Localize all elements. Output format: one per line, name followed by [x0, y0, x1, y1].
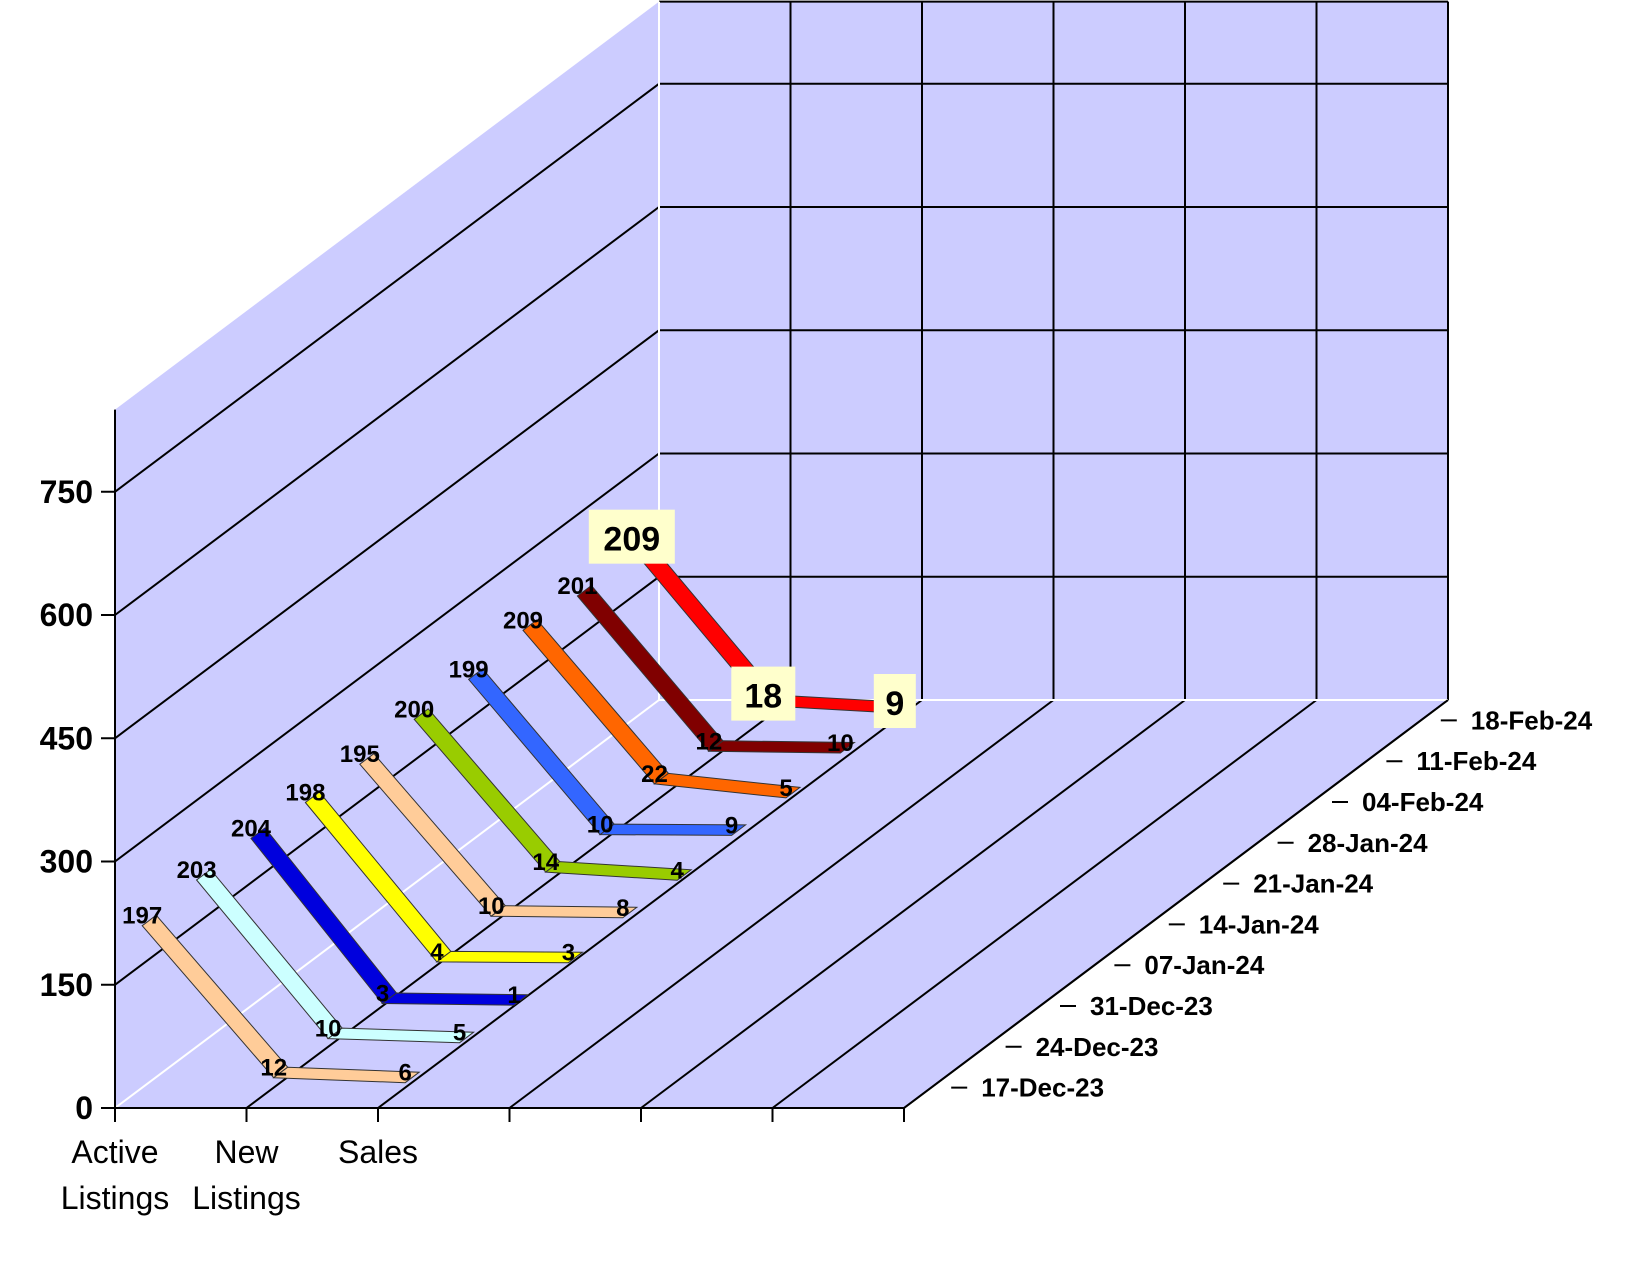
data-label: 199 [449, 656, 489, 683]
series-line-segment [435, 950, 584, 964]
chart-axes: 0 150 300 450 600 750 Active Listings New Listing… [40, 409, 1593, 1216]
z-tick-label: 21-Jan-24 [1253, 869, 1373, 899]
data-label: 12 [696, 728, 723, 755]
data-label: 203 [177, 857, 217, 884]
y-tick-label: 150 [40, 967, 93, 1003]
y-tick-label: 0 [75, 1090, 93, 1126]
series-line-segment [544, 861, 693, 881]
data-label: 9 [885, 685, 904, 723]
data-label: 5 [779, 775, 792, 802]
data-label: 3 [562, 940, 575, 967]
data-label: 198 [285, 780, 325, 807]
data-label-box [731, 666, 796, 721]
data-label: 10 [827, 730, 854, 757]
data-label: 195 [340, 741, 380, 768]
data-label: 6 [399, 1060, 412, 1087]
chart-labels: 197 12 6 203 10 5 204 3 1 198 4 3 195 10 8 200 14 4 199 10 9… [122, 509, 916, 1087]
floor-line [377, 699, 923, 1109]
wall-edge [114, 699, 660, 1109]
data-label: 4 [671, 857, 685, 884]
data-label: 10 [587, 812, 614, 839]
data-label: 201 [557, 573, 597, 600]
data-label: 10 [478, 893, 505, 920]
floor-line [771, 699, 1318, 1109]
y-tick-label: 450 [40, 720, 93, 756]
data-label: 204 [231, 815, 272, 842]
floor-line [245, 699, 792, 1109]
data-label: 8 [616, 895, 629, 922]
data-label: 22 [641, 761, 668, 788]
data-label: 5 [453, 1020, 466, 1047]
chart-grid [114, 0, 1449, 1109]
data-label: 197 [122, 903, 162, 930]
y-tick-label: 300 [40, 844, 93, 880]
z-tick-label: 04-Feb-24 [1362, 787, 1484, 817]
x-tick-label: New Listings [192, 1134, 301, 1216]
chart-walls [115, 1, 1448, 1109]
y-tick-label: 750 [40, 474, 93, 510]
z-tick-label: 07-Jan-24 [1144, 950, 1264, 980]
floor-line [640, 699, 1186, 1109]
left-wall [115, 1, 659, 1109]
z-tick-label: 28-Jan-24 [1308, 828, 1428, 858]
z-tick-label: 18-Feb-24 [1471, 705, 1593, 735]
series-line-segment [707, 740, 856, 754]
data-label-box [873, 674, 916, 729]
data-label: 10 [315, 1016, 342, 1043]
series-line-segment [489, 905, 639, 919]
x-tick-label: Active Listings [61, 1134, 170, 1216]
y-tick-label: 600 [40, 597, 93, 633]
series-line-segment [653, 772, 802, 799]
chart-series [141, 537, 911, 1084]
z-axis-line [903, 699, 1449, 1109]
data-label: 12 [260, 1055, 287, 1082]
z-tick-label: 31-Dec-23 [1090, 991, 1213, 1021]
data-label: 200 [394, 696, 434, 723]
data-label: 1 [507, 982, 520, 1009]
series-line-segment [326, 1027, 476, 1044]
data-label-box [588, 509, 675, 564]
x-tick-label: Sales [338, 1134, 418, 1170]
z-tick-label: 11-Feb-24 [1416, 746, 1536, 776]
data-label: 209 [503, 607, 543, 634]
z-tick-label: 17-Dec-23 [981, 1073, 1104, 1103]
data-label: 14 [532, 849, 559, 876]
series-line-segment [272, 1066, 421, 1084]
floor-line [508, 699, 1055, 1109]
series-line-segment [598, 823, 748, 836]
data-label: 4 [430, 939, 444, 966]
data-label: 9 [725, 812, 738, 839]
data-label: 209 [603, 521, 660, 559]
z-tick-label: 14-Jan-24 [1199, 909, 1319, 939]
data-label: 18 [744, 678, 782, 716]
data-label: 3 [376, 981, 389, 1008]
series-line-segment [381, 992, 530, 1006]
z-tick-label: 24-Dec-23 [1036, 1032, 1159, 1062]
